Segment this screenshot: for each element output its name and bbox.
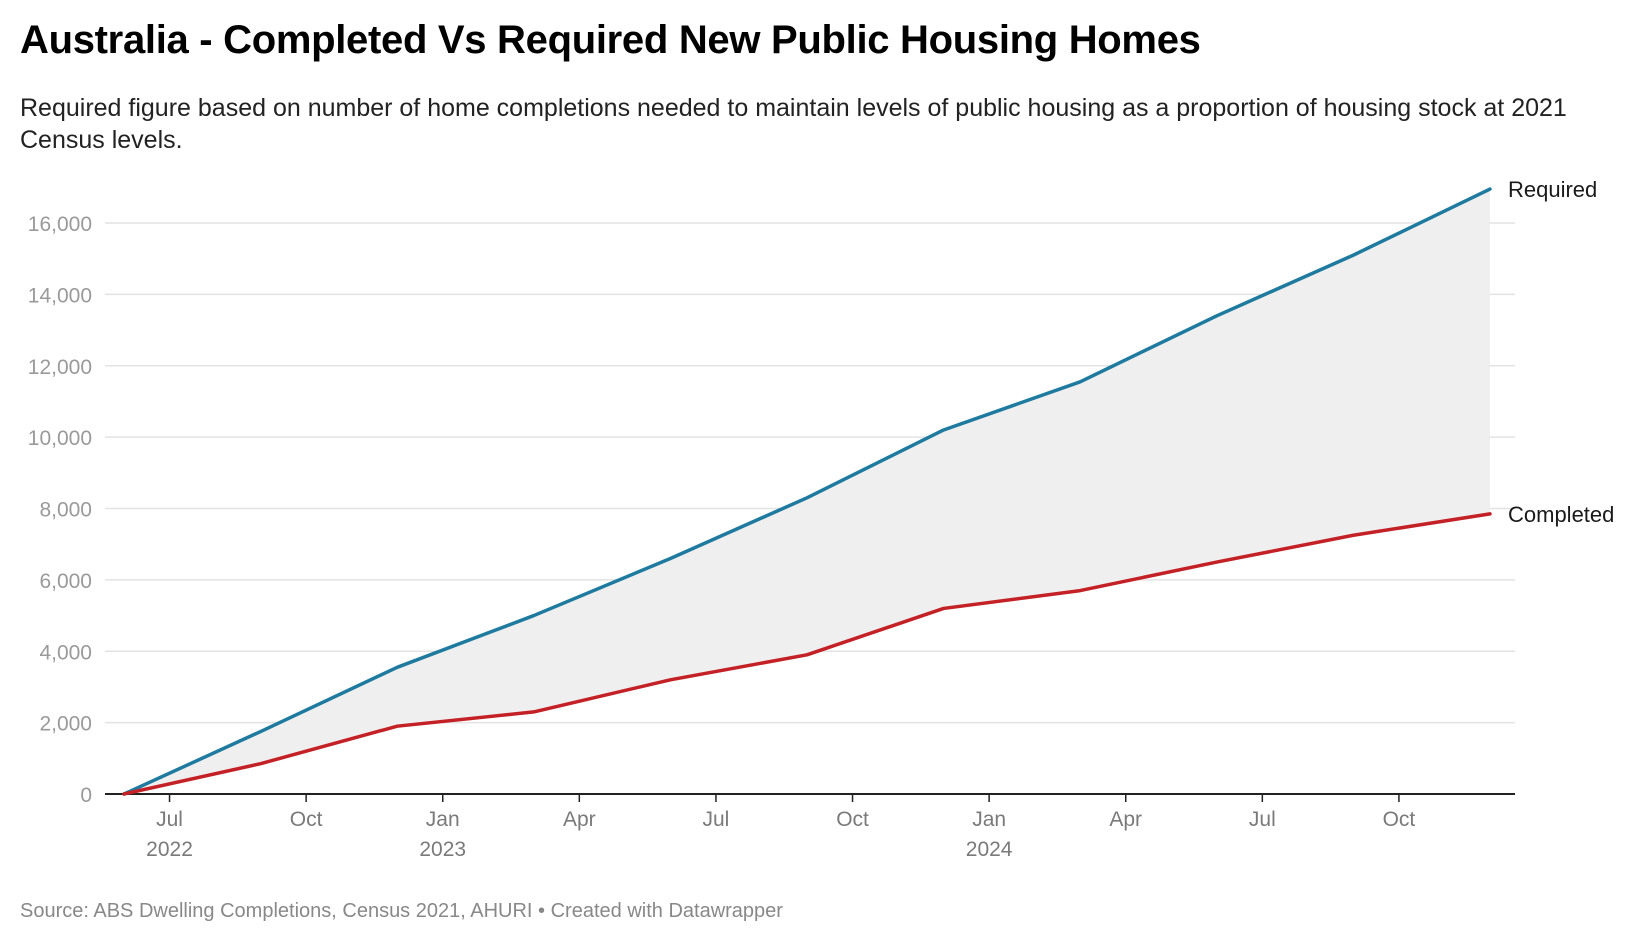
x-tick-label-year: 2022 (146, 838, 193, 861)
y-tick-label: 0 (80, 784, 92, 807)
y-tick-label: 14,000 (28, 284, 92, 307)
chart-footer: Source: ABS Dwelling Completions, Census… (20, 900, 783, 923)
line-chart: 0 2,000 4,000 6,000 8,000 10,000 12,000 14,000 1… (28, 177, 1615, 861)
y-tick-label: 2,000 (39, 713, 92, 736)
x-tick-label-month: Jan (972, 808, 1006, 831)
x-tick-label-month: Oct (836, 808, 869, 831)
x-tick-label-year: 2024 (966, 838, 1013, 861)
chart-title: Australia - Completed Vs Required New Pu… (20, 18, 1201, 62)
x-tick-label-month: Jan (426, 808, 460, 831)
x-tick-label-month: Oct (1383, 808, 1416, 831)
y-tick-label: 10,000 (28, 427, 92, 450)
x-tick-label-month: Jul (1249, 808, 1276, 831)
x-tick-label-month: Jul (703, 808, 730, 831)
x-tick-label-month: Apr (1109, 808, 1142, 831)
gap-area-fill (124, 189, 1490, 795)
x-tick-label-month: Apr (563, 808, 596, 831)
x-tick-label-month: Jul (156, 808, 183, 831)
chart-subtitle: Required figure based on number of home … (20, 94, 1567, 154)
series-label-required: Required (1508, 177, 1597, 202)
x-tick-label-month: Oct (290, 808, 323, 831)
y-tick-label: 8,000 (39, 499, 92, 522)
series-label-completed: Completed (1508, 502, 1614, 527)
footer-separator: • (532, 900, 551, 922)
x-tick-label-year: 2023 (419, 838, 466, 861)
source-note: Source: ABS Dwelling Completions, Census… (20, 900, 533, 922)
y-tick-label: 4,000 (39, 641, 92, 664)
y-tick-label: 16,000 (28, 213, 92, 236)
y-tick-label: 6,000 (39, 570, 92, 593)
y-tick-label: 12,000 (28, 356, 92, 379)
datawrapper-credit[interactable]: Created with Datawrapper (550, 900, 783, 922)
